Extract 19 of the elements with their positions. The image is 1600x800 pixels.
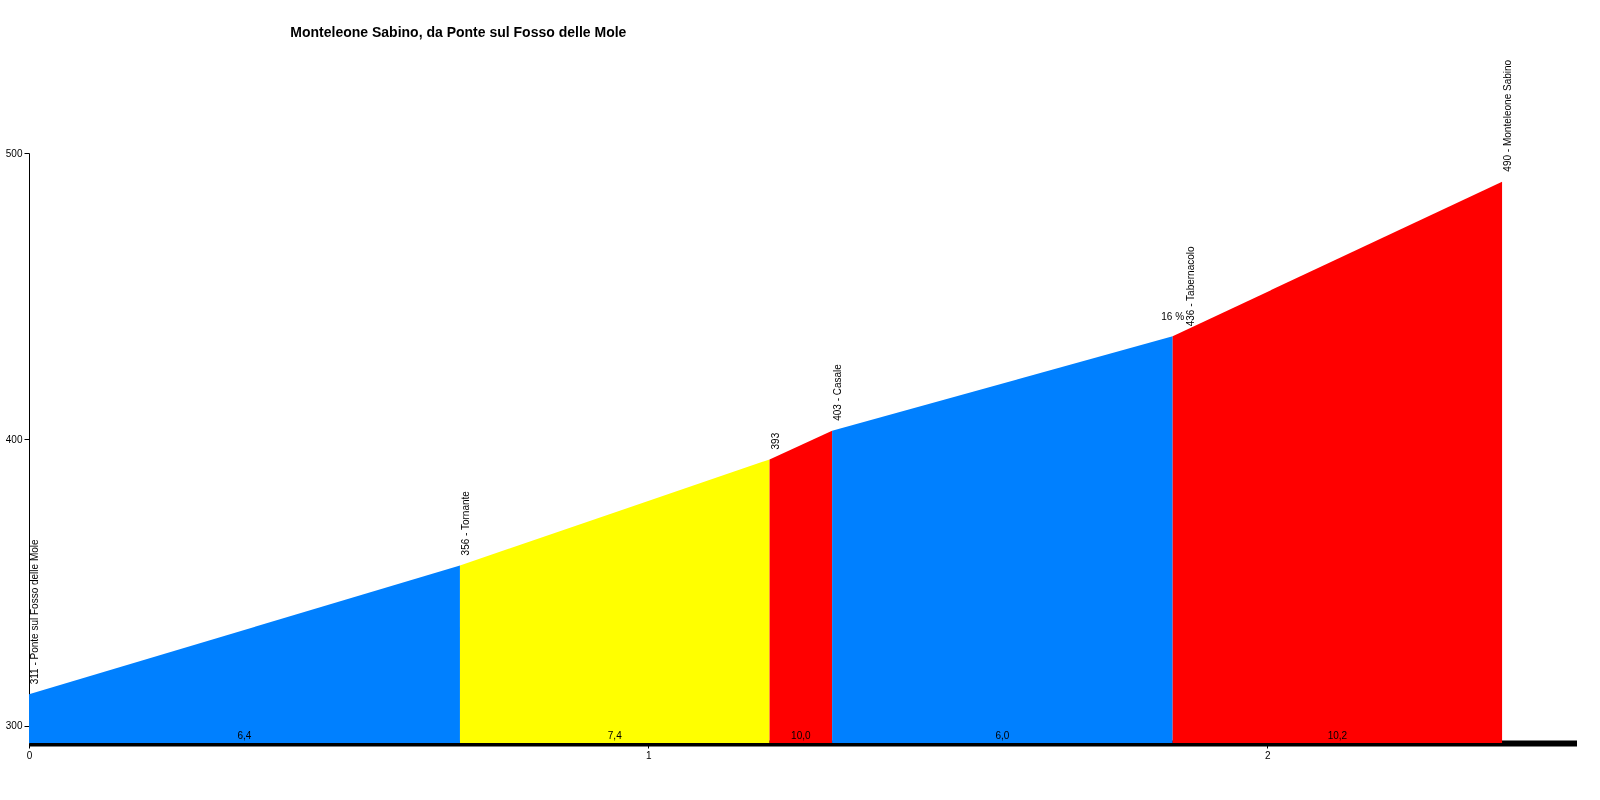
annotation: 403 - Casale [832, 363, 844, 421]
annotation: 490 - Monteleone Sabino [1502, 59, 1514, 172]
x-tick-label: 0 [26, 749, 33, 761]
annotation: 7,4 [607, 730, 623, 741]
annotation: 6,4 [237, 730, 252, 741]
x-tick-label: 1 [645, 749, 652, 761]
chart-title: Monteleone Sabino, da Ponte sul Fosso delle Mole [290, 23, 627, 40]
y-tick-label: 400 [5, 433, 23, 445]
annotation: 311 - Ponte sul Fosso delle Mole [29, 538, 40, 685]
y-tick-label: 500 [5, 147, 23, 159]
annotation: 6,0 [995, 730, 1010, 741]
annotation: 10,2 [1327, 730, 1348, 741]
annotation: 10,0 [791, 730, 811, 741]
annotation: 16 % [1161, 311, 1185, 323]
x-tick-label: 2 [1265, 749, 1272, 761]
annotation: 356 - Tornante [459, 490, 471, 556]
y-tick-label: 300 [5, 720, 23, 732]
annotation: 436 - Tabernacolo [1184, 245, 1196, 327]
annotation: 393 [769, 432, 781, 450]
